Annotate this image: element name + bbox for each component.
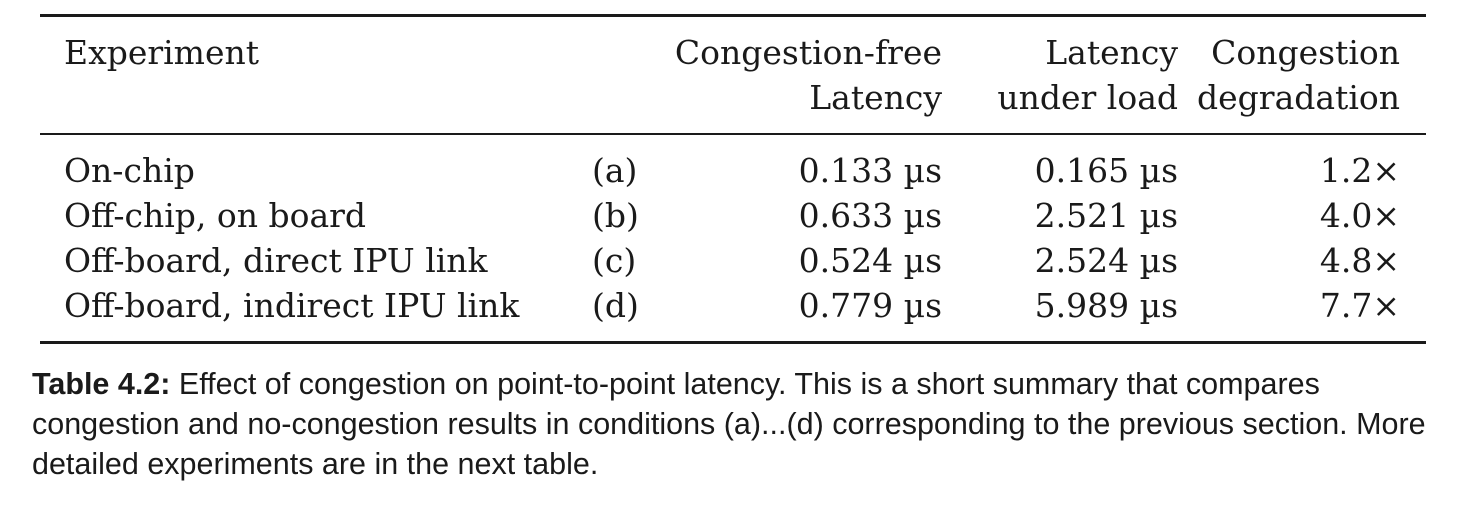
cell-experiment: Off-board, direct IPU link xyxy=(64,241,488,280)
header-latency-under-load: Latency under load xyxy=(948,16,1184,135)
cell-condition-label: (a) xyxy=(592,151,638,190)
cell-congestion-free: 0.779 µs xyxy=(798,286,942,325)
cell-condition-label: (c) xyxy=(592,241,637,280)
table-row: Off-board, indirect IPU link (d) 0.779 µ… xyxy=(40,283,1426,343)
header-congestion-free-latency: Congestion-free Latency xyxy=(672,16,948,135)
header-degradation-line2: degradation xyxy=(1197,78,1400,117)
header-experiment: Experiment xyxy=(64,33,260,72)
cell-under-load: 2.524 µs xyxy=(1034,241,1178,280)
header-row: Experiment Congestion-free Latency Laten… xyxy=(40,15,1426,135)
table-header: Experiment Congestion-free Latency Laten… xyxy=(40,15,1426,135)
cell-condition-label: (d) xyxy=(592,286,639,325)
header-under-load-line2: under load xyxy=(997,78,1178,117)
caption-text: Effect of congestion on point-to-point l… xyxy=(32,367,1426,481)
header-congestion-free-line2: Latency xyxy=(809,78,942,117)
header-degradation-line1: Congestion xyxy=(1211,33,1400,72)
cell-congestion-free: 0.524 µs xyxy=(798,241,942,280)
table-row: Off-chip, on board (b) 0.633 µs 2.521 µs… xyxy=(40,193,1426,238)
cell-experiment: Off-chip, on board xyxy=(64,196,367,235)
header-label-spacer xyxy=(564,16,672,135)
cell-degradation: 1.2× xyxy=(1319,151,1400,190)
table-caption: Table 4.2: Effect of congestion on point… xyxy=(32,364,1432,484)
table-body: On-chip (a) 0.133 µs 0.165 µs 1.2× Off-c… xyxy=(40,134,1426,343)
table-row: Off-board, direct IPU link (c) 0.524 µs … xyxy=(40,238,1426,283)
header-congestion-free-line1: Congestion-free xyxy=(674,33,942,72)
cell-degradation: 4.0× xyxy=(1319,196,1400,235)
cell-condition-label: (b) xyxy=(592,196,639,235)
cell-congestion-free: 0.633 µs xyxy=(798,196,942,235)
congestion-latency-table: Experiment Congestion-free Latency Laten… xyxy=(40,14,1426,344)
table-row: On-chip (a) 0.133 µs 0.165 µs 1.2× xyxy=(40,134,1426,193)
cell-congestion-free: 0.133 µs xyxy=(798,151,942,190)
cell-degradation: 4.8× xyxy=(1319,241,1400,280)
caption-label: Table 4.2: xyxy=(32,367,171,401)
cell-under-load: 0.165 µs xyxy=(1034,151,1178,190)
header-under-load-line1: Latency xyxy=(1045,33,1178,72)
cell-under-load: 2.521 µs xyxy=(1034,196,1178,235)
header-congestion-degradation: Congestion degradation xyxy=(1184,16,1426,135)
cell-experiment: Off-board, indirect IPU link xyxy=(64,286,520,325)
cell-experiment: On-chip xyxy=(64,151,195,190)
latency-table-container: Experiment Congestion-free Latency Laten… xyxy=(40,14,1426,344)
cell-under-load: 5.989 µs xyxy=(1034,286,1178,325)
cell-degradation: 7.7× xyxy=(1319,286,1400,325)
